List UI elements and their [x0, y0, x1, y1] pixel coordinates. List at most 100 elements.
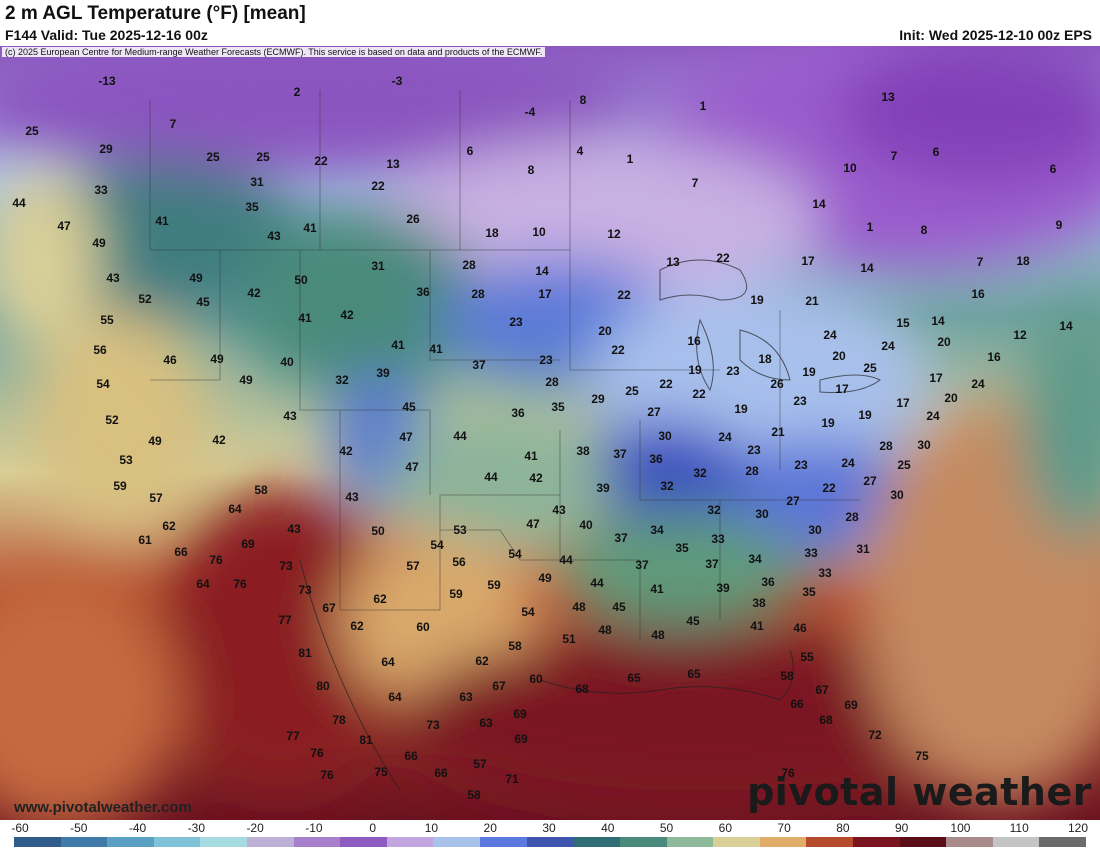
- temperature-label: 17: [835, 382, 849, 396]
- temperature-label: 44: [12, 196, 26, 210]
- color-bar-swatch: [619, 837, 667, 847]
- color-bar-swatch: [386, 837, 434, 847]
- temperature-label: 22: [371, 179, 385, 193]
- temperature-label: 19: [688, 363, 702, 377]
- color-bar-tick: 110: [1009, 821, 1029, 835]
- temperature-label: 78: [332, 713, 346, 727]
- color-bar-swatch: [153, 837, 201, 847]
- temperature-label: 48: [572, 600, 586, 614]
- color-bar-tick: 80: [836, 821, 850, 835]
- color-bar-tick: -40: [128, 821, 147, 835]
- temperature-label: 31: [371, 259, 385, 273]
- temperature-label: 42: [247, 286, 261, 300]
- temperature-label: 43: [267, 229, 281, 243]
- temperature-label: 27: [863, 474, 877, 488]
- temperature-label: 49: [92, 236, 106, 250]
- temperature-label: -13: [98, 74, 116, 88]
- temperature-label: 18: [1016, 254, 1030, 268]
- color-bar-tick: 20: [483, 821, 497, 835]
- temperature-label: 63: [479, 716, 493, 730]
- temperature-label: 7: [169, 117, 177, 131]
- temperature-label: 47: [405, 460, 419, 474]
- temperature-label: 26: [406, 212, 420, 226]
- temperature-label: 65: [627, 671, 641, 685]
- temperature-label: 37: [635, 558, 649, 572]
- temperature-label: 18: [758, 352, 772, 366]
- temperature-label: 45: [196, 295, 210, 309]
- temperature-label: 39: [376, 366, 390, 380]
- temperature-label: 30: [808, 523, 822, 537]
- site-url[interactable]: www.pivotalweather.com: [14, 799, 192, 816]
- temperature-label: 34: [650, 523, 664, 537]
- temperature-label: 53: [119, 453, 133, 467]
- temperature-label: 41: [429, 342, 443, 356]
- temperature-label: 44: [559, 553, 573, 567]
- temperature-label: 38: [752, 596, 766, 610]
- temperature-label: 50: [294, 273, 308, 287]
- temperature-label: 77: [286, 729, 300, 743]
- temperature-label: 55: [800, 650, 814, 664]
- temperature-label: 17: [801, 254, 815, 268]
- temperature-label: 32: [335, 373, 349, 387]
- temperature-label: 41: [391, 338, 405, 352]
- temperature-label: 23: [793, 394, 807, 408]
- coastlines: [299, 259, 881, 791]
- temperature-label: 68: [575, 682, 589, 696]
- color-bar-swatch: [247, 837, 294, 847]
- temperature-label: 8: [527, 163, 535, 177]
- temperature-label: 62: [350, 619, 364, 633]
- temperature-label: 69: [241, 537, 255, 551]
- temperature-label: 81: [298, 646, 312, 660]
- state-borders: [149, 90, 860, 640]
- color-bar-swatch: [992, 837, 1040, 847]
- temperature-label: 28: [745, 464, 759, 478]
- temperature-label: 20: [598, 324, 612, 338]
- temperature-label: 54: [430, 538, 444, 552]
- color-bar-tick: 90: [894, 821, 909, 835]
- temperature-label: 59: [113, 479, 127, 493]
- temperature-label: 30: [917, 438, 931, 452]
- temperature-label: 21: [805, 294, 819, 308]
- temperature-label: 32: [693, 466, 707, 480]
- temperature-label: 15: [896, 316, 910, 330]
- temperature-label: 66: [174, 545, 188, 559]
- temperature-label: 39: [716, 581, 730, 595]
- color-bar-tick: -20: [246, 821, 264, 835]
- temperature-label: 47: [399, 430, 413, 444]
- temperature-label: 24: [823, 328, 837, 342]
- temperature-label: 64: [388, 690, 402, 704]
- temperature-label: 32: [707, 503, 721, 517]
- temperature-label: 45: [686, 614, 700, 628]
- color-bar-tick: 50: [659, 821, 674, 835]
- temperature-label: 28: [471, 287, 485, 301]
- temperature-label: 47: [57, 219, 71, 233]
- temperature-label: 68: [819, 713, 833, 727]
- temperature-label: 52: [138, 292, 152, 306]
- copyright-credit: (c) 2025 European Centre for Medium-rang…: [2, 47, 546, 57]
- temperature-label: 64: [381, 655, 395, 669]
- temperature-label: 23: [509, 315, 523, 329]
- temperature-label: 55: [100, 313, 114, 327]
- temperature-label: 28: [879, 439, 893, 453]
- color-bar-swatch: [14, 837, 61, 847]
- temperature-label: 75: [374, 765, 388, 779]
- temperature-label: 64: [228, 502, 242, 516]
- temperature-label: 24: [971, 377, 985, 391]
- color-bar-tick: 10: [424, 821, 439, 835]
- temperature-label: 22: [314, 154, 328, 168]
- temperature-label: 43: [283, 409, 297, 423]
- temperature-label: 36: [416, 285, 430, 299]
- temperature-label: 31: [250, 175, 264, 189]
- temperature-label: 17: [929, 371, 943, 385]
- temperature-label: 41: [750, 619, 764, 633]
- temperature-label: 39: [596, 481, 610, 495]
- temperature-label: 44: [590, 576, 604, 590]
- color-bar-tick: 30: [542, 821, 556, 835]
- temperature-label: 30: [890, 488, 904, 502]
- temperature-label: 73: [298, 583, 312, 597]
- temperature-label: 23: [539, 353, 553, 367]
- temperature-label: 46: [163, 353, 177, 367]
- temperature-map: (c) 2025 European Centre for Medium-rang…: [0, 46, 1100, 820]
- temperature-label: 19: [750, 293, 764, 307]
- temperature-label: 7: [890, 149, 898, 163]
